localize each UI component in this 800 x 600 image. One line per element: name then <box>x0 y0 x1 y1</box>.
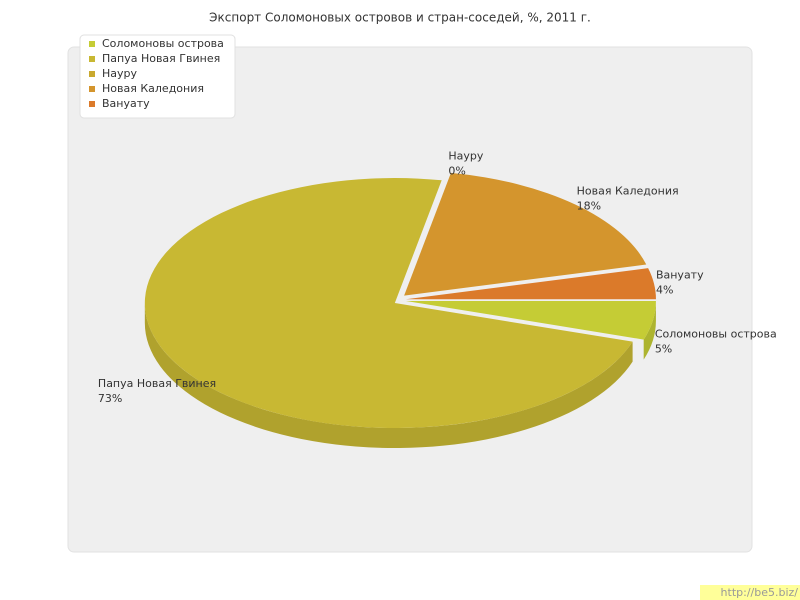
data-label-name: Папуа Новая Гвинея <box>98 377 216 390</box>
legend-swatch <box>89 56 95 62</box>
data-label-value: 4% <box>656 284 673 297</box>
legend-label: Новая Каледония <box>102 82 204 95</box>
legend-swatch <box>89 101 95 107</box>
data-label-value: 73% <box>98 392 122 405</box>
slice <box>405 268 656 300</box>
data-label-name: Науру <box>448 149 484 162</box>
legend-label: Вануату <box>102 97 150 110</box>
slice <box>405 300 656 340</box>
legend-swatch <box>89 41 95 47</box>
legend-label: Науру <box>102 67 138 80</box>
data-label-value: 0% <box>448 164 465 177</box>
data-label-name: Соломоновы острова <box>655 328 777 341</box>
data-label-name: Вануату <box>656 269 704 282</box>
watermark-background <box>700 585 800 600</box>
data-label-name: Новая Каледония <box>577 185 679 198</box>
watermark: http://be5.biz/ <box>721 586 799 599</box>
legend-swatch <box>89 86 95 92</box>
slice-side <box>144 303 633 449</box>
data-label-value: 5% <box>655 343 672 356</box>
data-label-value: 18% <box>577 200 601 213</box>
legend-box <box>79 34 236 119</box>
slice <box>144 178 633 429</box>
legend-label: Папуа Новая Гвинея <box>102 52 220 65</box>
legend-label: Соломоновы острова <box>102 37 224 50</box>
chart-title: Экспорт Соломоновых островов и стран-сос… <box>209 11 591 25</box>
plot-background <box>67 46 753 553</box>
legend-swatch <box>89 71 95 77</box>
slice-side <box>643 300 656 360</box>
slice <box>404 172 647 296</box>
